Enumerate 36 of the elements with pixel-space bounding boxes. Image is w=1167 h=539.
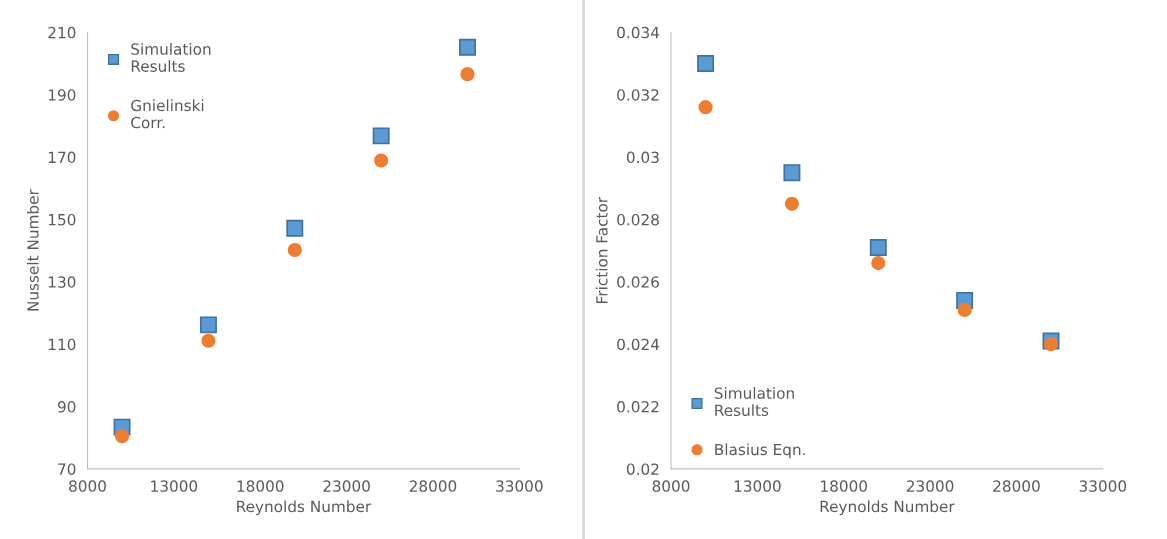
x-tick-label: 23000: [906, 480, 954, 492]
legend-label: Blasius Eqn.: [715, 443, 805, 459]
y-tick-label: 0.024: [617, 338, 660, 351]
legend-label: Simulation Results: [131, 43, 211, 72]
y-axis-title: Nusselt Number: [26, 189, 39, 311]
x-tick-label: 18000: [237, 480, 284, 492]
x-tick-label: 8000: [69, 480, 106, 492]
y-tick-label: 130: [48, 276, 76, 288]
legend-label: Simulation Results: [714, 387, 794, 417]
x-tick-label: 28000: [993, 480, 1040, 492]
x-axis-title: Reynolds Number: [820, 500, 955, 516]
y-tick-label: 0.026: [617, 276, 659, 288]
legend-label: Gnielinski Corr.: [131, 99, 204, 129]
y-tick-label: 0.032: [617, 89, 659, 101]
x-tick-label: 33000: [1079, 480, 1127, 492]
y-tick-label: 190: [48, 89, 76, 101]
x-axis-title: Reynolds Number: [237, 500, 372, 516]
y-tick-label: 170: [48, 151, 76, 164]
x-tick-label: 33000: [496, 480, 543, 492]
y-tick-label: 110: [48, 338, 76, 351]
y-tick-label: 0.022: [617, 401, 659, 413]
y-axis-title: Friction Factor: [595, 196, 608, 303]
y-tick-label: 0.034: [617, 26, 660, 39]
x-tick-label: 8000: [652, 480, 690, 492]
y-tick-label: 70: [58, 463, 76, 475]
x-tick-label: 13000: [734, 480, 781, 492]
x-tick-label: 13000: [151, 480, 198, 492]
y-tick-label: 0.028: [617, 213, 659, 226]
x-tick-label: 18000: [821, 480, 868, 492]
y-tick-label: 90: [57, 401, 76, 413]
y-tick-label: 210: [48, 26, 76, 39]
y-tick-label: 0.02: [626, 463, 659, 475]
y-tick-label: 0.03: [626, 151, 659, 164]
y-tick-label: 150: [48, 213, 76, 226]
x-tick-label: 23000: [323, 480, 370, 492]
x-tick-label: 28000: [409, 480, 457, 492]
